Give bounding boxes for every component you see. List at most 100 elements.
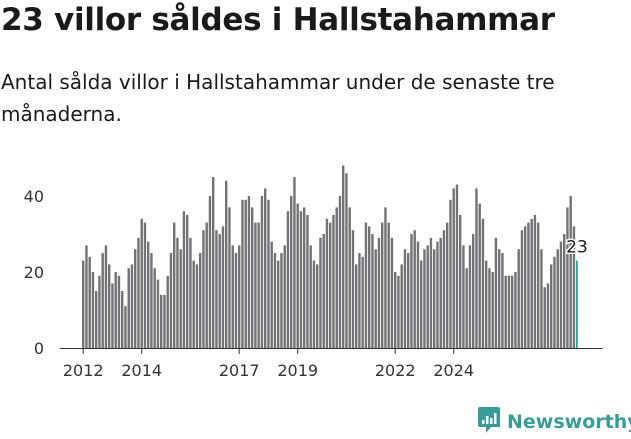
y-tick-label: 20 [24, 263, 44, 282]
bar [85, 245, 88, 348]
bar [439, 237, 442, 348]
bar [267, 199, 270, 348]
bar [527, 222, 530, 348]
bar [364, 222, 368, 348]
bar [390, 237, 394, 348]
bar [221, 226, 225, 348]
bar [559, 241, 563, 348]
bar [277, 260, 280, 348]
bar [312, 260, 316, 348]
bar [423, 249, 426, 348]
bar [127, 268, 130, 348]
x-tick-label: 2014 [121, 361, 162, 380]
bar [533, 215, 537, 348]
bar [377, 237, 381, 348]
bar [254, 222, 257, 348]
bar [104, 245, 108, 348]
bar [251, 207, 254, 348]
bar [501, 253, 504, 348]
bar [273, 253, 277, 348]
bar [550, 264, 553, 348]
bar [179, 249, 182, 348]
bar [231, 245, 234, 348]
bar [420, 260, 423, 348]
bar [429, 237, 433, 348]
bar [436, 241, 439, 348]
bar [205, 222, 208, 348]
bar [524, 226, 527, 348]
highlight-label: 23 [566, 238, 588, 258]
bar [91, 272, 95, 348]
bar [306, 215, 309, 348]
highlight-bar [576, 260, 578, 348]
bar [452, 188, 455, 348]
bar [397, 275, 400, 348]
bar [540, 249, 543, 348]
bar [455, 184, 459, 348]
bar [82, 260, 85, 348]
bar [316, 264, 319, 348]
bar [260, 196, 264, 348]
bar [257, 222, 260, 348]
chart-subtitle: Antal sålda villor i Hallstahammar under… [1, 70, 555, 126]
bar [475, 188, 478, 348]
bar [156, 279, 160, 348]
bar [468, 245, 472, 348]
bar [345, 173, 348, 348]
bar [111, 283, 114, 348]
bar [150, 253, 153, 348]
bar [244, 199, 247, 348]
bar [384, 207, 387, 348]
bar [195, 264, 199, 348]
bar [241, 199, 244, 348]
bar [264, 188, 267, 348]
newsworthy-logo-icon [477, 406, 501, 438]
bar [546, 283, 550, 348]
bar [270, 241, 273, 348]
bar [416, 241, 420, 348]
brand-name: Newsworthy [507, 411, 631, 433]
bar [117, 275, 121, 348]
bar [322, 234, 325, 348]
bar [478, 203, 481, 348]
bar [459, 215, 462, 348]
bar [553, 256, 556, 348]
bar [517, 249, 520, 348]
bar [143, 222, 147, 348]
bar [192, 260, 195, 348]
bar [202, 230, 205, 348]
bar [498, 249, 501, 348]
bar [280, 253, 283, 348]
bar [361, 256, 364, 348]
bar [293, 177, 296, 348]
bar [520, 230, 524, 348]
bar [351, 230, 355, 348]
bars [82, 165, 578, 348]
x-tick-label: 2024 [433, 361, 474, 380]
bar [394, 272, 397, 348]
bar [147, 241, 150, 348]
bar [465, 268, 468, 348]
bar [335, 207, 338, 348]
bar [355, 264, 358, 348]
bar [296, 203, 299, 348]
bar [166, 275, 169, 348]
bar [407, 253, 410, 348]
bar [309, 245, 312, 348]
bar [462, 245, 465, 348]
bar [319, 237, 322, 348]
bar [286, 211, 290, 348]
bar [381, 222, 384, 348]
x-axis: 2012 2014 2017 2019 2022 2024 [60, 348, 603, 380]
bar [137, 237, 140, 348]
bar [108, 264, 111, 348]
bar [121, 291, 124, 348]
bar [290, 196, 293, 348]
bar [368, 226, 371, 348]
bar [426, 245, 429, 348]
x-tick-label: 2022 [375, 361, 416, 380]
bar [140, 218, 143, 348]
bar [234, 253, 238, 348]
bar [160, 294, 163, 348]
bar [371, 234, 374, 348]
